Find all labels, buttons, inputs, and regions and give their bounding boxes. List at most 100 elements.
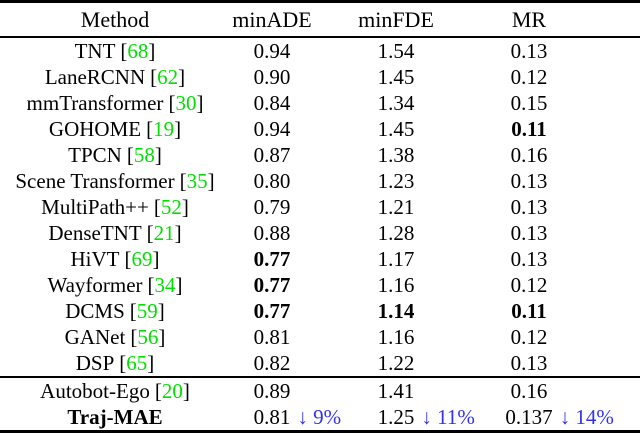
method-cell: DSP [65] (0, 350, 230, 377)
table-row: DSP [65] 0.82 1.22 0.13 (0, 350, 640, 377)
method-name: LaneRCNN (44, 64, 146, 89)
method-name: Autobot-Ego (40, 378, 150, 403)
minade-cell: 0.82 (253, 350, 291, 375)
metric-value: 1.25 (377, 404, 415, 429)
table-row: GANet [56] 0.81 1.16 0.12 (0, 324, 640, 350)
metric-value: 0.81 (253, 404, 291, 429)
method-cell: Traj-MAE (0, 404, 230, 432)
citation-ref[interactable]: [59] (129, 298, 165, 323)
table-row: DCMS [59] 0.77 1.14 0.11 (0, 298, 640, 324)
method-name: MultiPath++ (41, 194, 149, 219)
minade-cell: 0.88 (253, 220, 291, 245)
column-header-minade: minADE (230, 1, 314, 38)
citation-ref[interactable]: [21] (146, 220, 182, 245)
method-name: DSP (75, 350, 115, 375)
minade-cell: 0.87 (253, 142, 291, 167)
mr-cell: 0.13 (510, 350, 548, 375)
table-row: TNT [68] 0.94 1.54 0.13 (0, 37, 640, 64)
table-row: GOHOME [19] 0.94 1.45 0.11 (0, 116, 640, 142)
minfde-cell: 1.34 (377, 90, 415, 115)
minfde-cell: 1.38 (377, 142, 415, 167)
column-header-method: Method (0, 1, 230, 38)
table-row: Scene Transformer [35] 0.80 1.23 0.13 (0, 168, 640, 194)
mr-cell: 0.16 (510, 142, 548, 167)
minade-cell: 0.81 (253, 324, 291, 349)
citation-ref[interactable]: [69] (124, 246, 160, 271)
minfde-cell: 1.45 (377, 64, 415, 89)
mr-cell: 0.16 (478, 376, 580, 404)
method-cell: mmTransformer [30] (0, 90, 230, 116)
method-cell: LaneRCNN [62] (0, 64, 230, 90)
citation-ref[interactable]: [30] (168, 90, 204, 115)
improvement-badge: ↓ 14% (559, 404, 614, 429)
citation-ref[interactable]: [56] (130, 324, 166, 349)
citation-ref[interactable]: [52] (153, 194, 189, 219)
table-row: HiVT [69] 0.77 1.17 0.13 (0, 246, 640, 272)
minade-cell: 0.81 ↓ 9% (230, 404, 342, 432)
minade-cell: 0.77 (253, 246, 291, 271)
column-header-mr: MR (478, 1, 580, 38)
method-name: Scene Transformer (15, 168, 175, 193)
table-row: mmTransformer [30] 0.84 1.34 0.15 (0, 90, 640, 116)
mr-cell: 0.12 (510, 64, 548, 89)
method-name: HiVT (70, 246, 120, 271)
minade-cell: 0.84 (253, 90, 291, 115)
citation-ref[interactable]: [34] (147, 272, 183, 297)
minfde-cell: 1.45 (377, 116, 415, 141)
citation-ref[interactable]: [19] (146, 116, 182, 141)
minfde-cell: 1.25 ↓ 11% (314, 404, 478, 432)
table-row: DenseTNT [21] 0.88 1.28 0.13 (0, 220, 640, 246)
method-cell: GANet [56] (0, 324, 230, 350)
mr-cell: 0.11 (511, 116, 547, 141)
citation-ref[interactable]: [68] (120, 38, 156, 63)
citation-ref[interactable]: [35] (179, 168, 215, 193)
citation-ref[interactable]: [62] (150, 64, 186, 89)
method-name: mmTransformer (26, 90, 164, 115)
method-cell: DCMS [59] (0, 298, 230, 324)
improvement-badge: ↓ 11% (421, 404, 475, 429)
minfde-cell: 1.23 (377, 168, 415, 193)
table-row: TPCN [58] 0.87 1.38 0.16 (0, 142, 640, 168)
metric-value: 0.137 (505, 404, 553, 429)
citation-ref[interactable]: [65] (119, 350, 155, 375)
minade-cell: 0.89 (230, 376, 314, 404)
method-name: TPCN (68, 142, 122, 167)
mr-cell: 0.13 (510, 168, 548, 193)
column-header-spacer (580, 1, 640, 38)
minade-cell: 0.94 (253, 38, 291, 63)
citation-ref[interactable]: [20] (154, 378, 190, 403)
mr-cell: 0.13 (510, 220, 548, 245)
minfde-cell: 1.41 (314, 376, 478, 404)
minfde-cell: 1.21 (377, 194, 415, 219)
mr-cell: 0.13 (510, 194, 548, 219)
minade-cell: 0.94 (253, 116, 291, 141)
header-row: Method minADE minFDE MR (0, 1, 640, 38)
minade-cell: 0.77 (253, 298, 291, 323)
method-name: Wayformer (47, 272, 143, 297)
method-cell: MultiPath++ [52] (0, 194, 230, 220)
table-row: LaneRCNN [62] 0.90 1.45 0.12 (0, 64, 640, 90)
table-row: Autobot-Ego [20] 0.89 1.41 0.16 (0, 376, 640, 404)
minfde-cell: 1.22 (377, 350, 415, 375)
minfde-cell: 1.17 (377, 246, 415, 271)
method-name: GOHOME (48, 116, 142, 141)
minfde-cell: 1.54 (377, 38, 415, 63)
table-row-ours: Traj-MAE 0.81 ↓ 9% 1.25 ↓ 11% 0.137 ↓ 14% (0, 404, 640, 432)
method-cell: Scene Transformer [35] (0, 168, 230, 194)
minfde-cell: 1.14 (377, 298, 415, 323)
mr-cell: 0.13 (510, 246, 548, 271)
method-cell: TPCN [58] (0, 142, 230, 168)
mr-cell: 0.12 (510, 324, 548, 349)
mr-cell: 0.137 ↓ 14% (478, 404, 614, 432)
minade-cell: 0.80 (253, 168, 291, 193)
method-cell: Wayformer [34] (0, 272, 230, 298)
table-row: Wayformer [34] 0.77 1.16 0.12 (0, 272, 640, 298)
mr-cell: 0.13 (510, 38, 548, 63)
method-cell: HiVT [69] (0, 246, 230, 272)
mr-cell: 0.11 (511, 298, 547, 323)
mr-cell: 0.15 (510, 90, 548, 115)
citation-ref[interactable]: [58] (126, 142, 162, 167)
method-name: DCMS (65, 298, 125, 323)
